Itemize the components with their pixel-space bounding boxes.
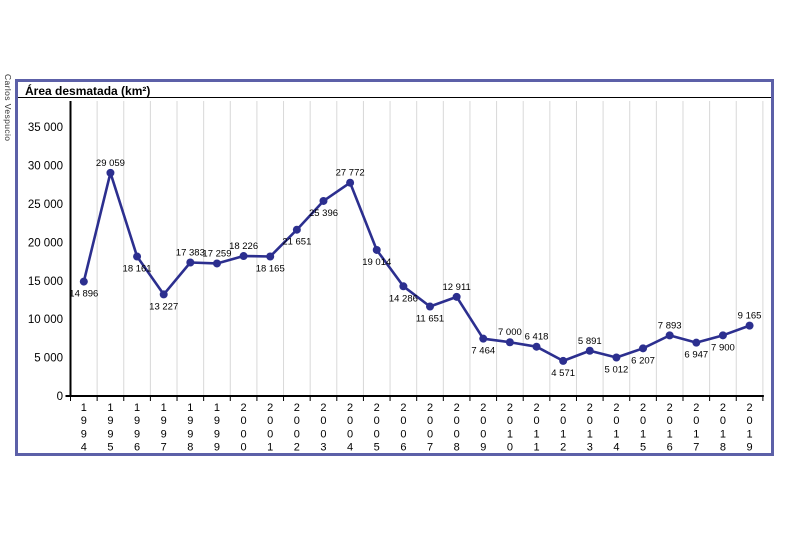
- y-axis-label: 35 000: [28, 122, 63, 134]
- data-point-marker: [505, 338, 514, 347]
- y-axis-label: 30 000: [28, 161, 63, 173]
- y-axis-label: 0: [57, 391, 63, 403]
- data-point-label: 6 418: [525, 332, 549, 343]
- data-point-label: 14 286: [389, 293, 418, 304]
- data-point-marker: [106, 168, 115, 177]
- data-point-label: 6 947: [684, 350, 708, 361]
- data-point-label: 12 911: [442, 282, 470, 293]
- data-point-label: 27 772: [336, 168, 365, 179]
- data-point-label: 7 900: [711, 342, 735, 353]
- data-point-marker: [133, 252, 142, 261]
- data-point-label: 13 227: [149, 301, 178, 312]
- data-point-marker: [585, 346, 594, 355]
- data-point-marker: [346, 178, 355, 187]
- y-axis-label: 10 000: [28, 314, 63, 326]
- data-point-label: 7 000: [498, 327, 522, 338]
- data-point-label: 6 207: [631, 355, 655, 366]
- data-point-label: 9 165: [738, 311, 762, 322]
- deforestation-line: [82, 171, 751, 363]
- y-axis-label: 5 000: [34, 353, 63, 365]
- data-point-label: 18 165: [256, 263, 285, 274]
- data-point-label: 7 893: [658, 320, 682, 331]
- data-point-marker: [718, 331, 727, 340]
- data-point-label: 25 396: [309, 208, 338, 219]
- data-point-marker: [426, 302, 435, 311]
- data-point-label: 11 651: [416, 314, 444, 325]
- chart-title: Área desmatada (km²): [18, 82, 771, 98]
- data-point-label: 17 259: [202, 248, 231, 259]
- data-point-label: 18 226: [229, 241, 258, 252]
- data-point-marker: [692, 338, 701, 347]
- data-point-marker: [159, 290, 168, 299]
- data-point-marker: [79, 277, 88, 286]
- y-axis-label: 25 000: [28, 199, 63, 211]
- data-point-label: 19 014: [362, 257, 391, 268]
- data-point-marker: [665, 331, 674, 340]
- data-point-marker: [399, 282, 408, 291]
- data-point-marker: [612, 353, 621, 362]
- data-point-marker: [292, 225, 301, 234]
- data-point-label: 18 161: [123, 264, 152, 275]
- data-point-label: 5 891: [578, 336, 602, 347]
- data-point-label: 7 464: [471, 346, 495, 357]
- data-point-marker: [319, 196, 328, 205]
- data-point-label: 21 651: [282, 237, 311, 248]
- y-axis-label: 15 000: [28, 276, 63, 288]
- data-point-marker: [186, 258, 195, 267]
- data-point-marker: [372, 245, 381, 254]
- data-point-marker: [266, 252, 275, 261]
- data-point-marker: [479, 334, 488, 343]
- data-point-label: 17 383: [176, 247, 205, 258]
- data-point-marker: [452, 292, 461, 301]
- data-point-marker: [212, 259, 221, 268]
- data-point-marker: [745, 321, 754, 330]
- chart-frame: Área desmatada (km²): [15, 79, 774, 456]
- data-point-marker: [559, 356, 568, 365]
- data-point-label: 29 059: [96, 158, 125, 169]
- data-point-label: 5 012: [605, 365, 629, 376]
- data-point-marker: [639, 344, 648, 353]
- data-point-label: 14 896: [69, 289, 98, 300]
- data-point-label: 4 571: [551, 368, 575, 379]
- y-axis-label: 20 000: [28, 237, 63, 249]
- data-point-marker: [239, 252, 248, 261]
- data-point-marker: [532, 342, 541, 351]
